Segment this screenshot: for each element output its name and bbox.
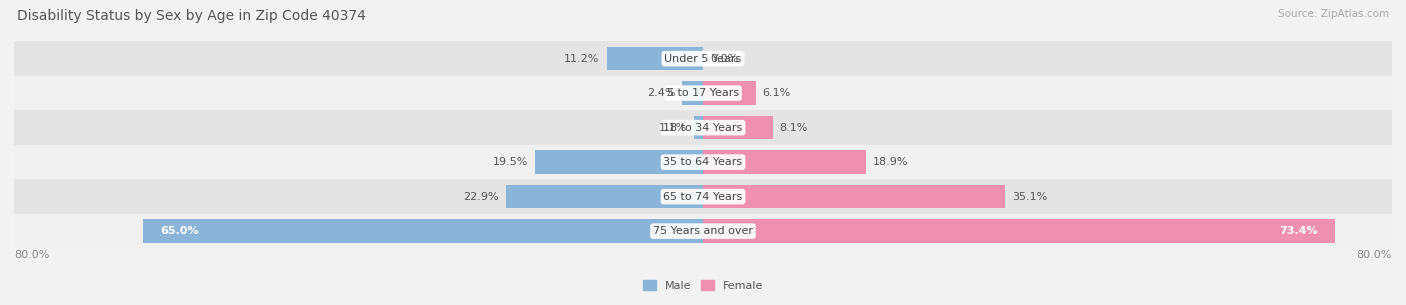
Bar (14, 145, 1392, 179)
Text: 2.4%: 2.4% (647, 88, 675, 98)
Bar (143, 219, 703, 243)
Bar (14, 179, 1392, 214)
Text: 8.1%: 8.1% (780, 123, 808, 133)
Bar (693, 116, 703, 139)
Bar (703, 219, 1336, 243)
Bar (14, 110, 1392, 145)
Bar (14, 76, 1392, 110)
Text: 1.1%: 1.1% (658, 123, 686, 133)
Bar (506, 185, 703, 208)
Text: 19.5%: 19.5% (494, 157, 529, 167)
Text: 35 to 64 Years: 35 to 64 Years (664, 157, 742, 167)
Text: Under 5 Years: Under 5 Years (665, 54, 741, 64)
Text: 11.2%: 11.2% (564, 54, 599, 64)
Bar (14, 41, 1392, 76)
Text: 6.1%: 6.1% (762, 88, 790, 98)
Bar (703, 150, 866, 174)
Text: 18 to 34 Years: 18 to 34 Years (664, 123, 742, 133)
Text: 22.9%: 22.9% (463, 192, 499, 202)
Bar (703, 116, 773, 139)
Legend: Male, Female: Male, Female (643, 280, 763, 291)
Text: 80.0%: 80.0% (1357, 250, 1392, 260)
Text: 73.4%: 73.4% (1279, 226, 1317, 236)
Text: 5 to 17 Years: 5 to 17 Years (666, 88, 740, 98)
Bar (606, 47, 703, 70)
Text: 75 Years and over: 75 Years and over (652, 226, 754, 236)
Bar (703, 185, 1005, 208)
Text: 65 to 74 Years: 65 to 74 Years (664, 192, 742, 202)
Bar (536, 150, 703, 174)
Text: 80.0%: 80.0% (14, 250, 49, 260)
Bar (14, 214, 1392, 248)
Text: 65.0%: 65.0% (160, 226, 200, 236)
Text: Source: ZipAtlas.com: Source: ZipAtlas.com (1278, 9, 1389, 19)
Text: 18.9%: 18.9% (873, 157, 908, 167)
Text: 35.1%: 35.1% (1012, 192, 1047, 202)
Bar (682, 81, 703, 105)
Bar (703, 81, 755, 105)
Text: 0.0%: 0.0% (710, 54, 738, 64)
Text: Disability Status by Sex by Age in Zip Code 40374: Disability Status by Sex by Age in Zip C… (17, 9, 366, 23)
